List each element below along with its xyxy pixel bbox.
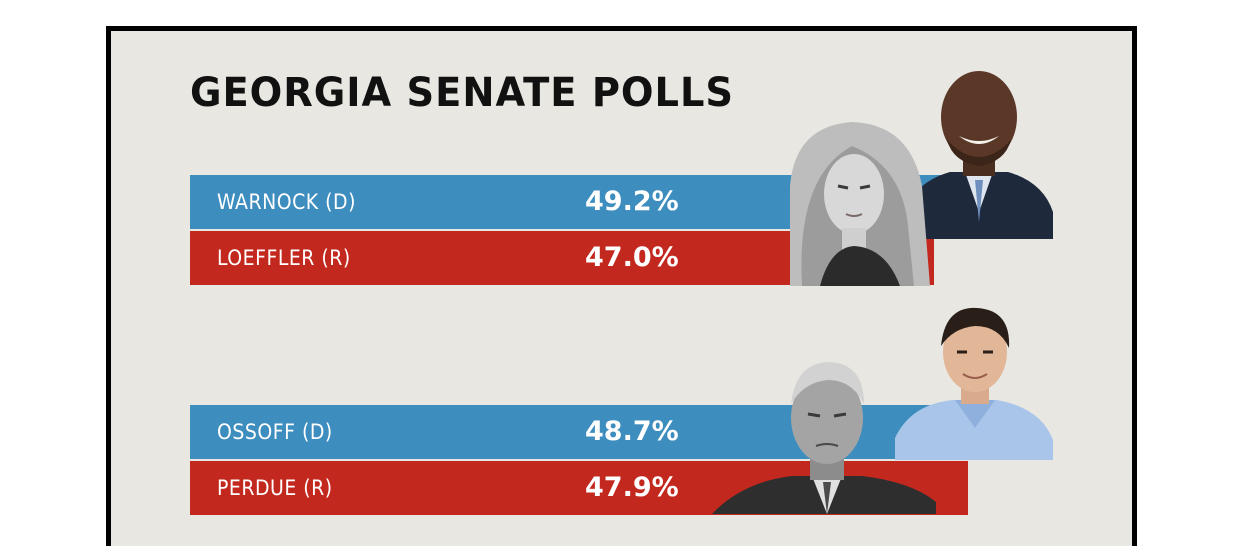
data-label: 48.7% — [585, 416, 679, 447]
data-label: 47.9% — [585, 472, 679, 503]
data-label: 47.0% — [585, 242, 679, 273]
chart-title: GEORGIA SENATE POLLS — [190, 70, 735, 116]
ossoff-portrait — [895, 300, 1053, 460]
perdue-portrait — [712, 352, 936, 514]
candidate-label: LOEFFLER (R) — [217, 246, 351, 270]
candidate-label: WARNOCK (D) — [217, 190, 356, 214]
data-label: 49.2% — [585, 186, 679, 217]
loeffler-portrait — [790, 116, 935, 286]
bar-ossoff: OSSOFF (D) 48.7% — [190, 405, 999, 459]
candidate-label: PERDUE (R) — [217, 476, 333, 500]
warnock-portrait — [905, 62, 1053, 239]
candidate-label: OSSOFF (D) — [217, 420, 333, 444]
